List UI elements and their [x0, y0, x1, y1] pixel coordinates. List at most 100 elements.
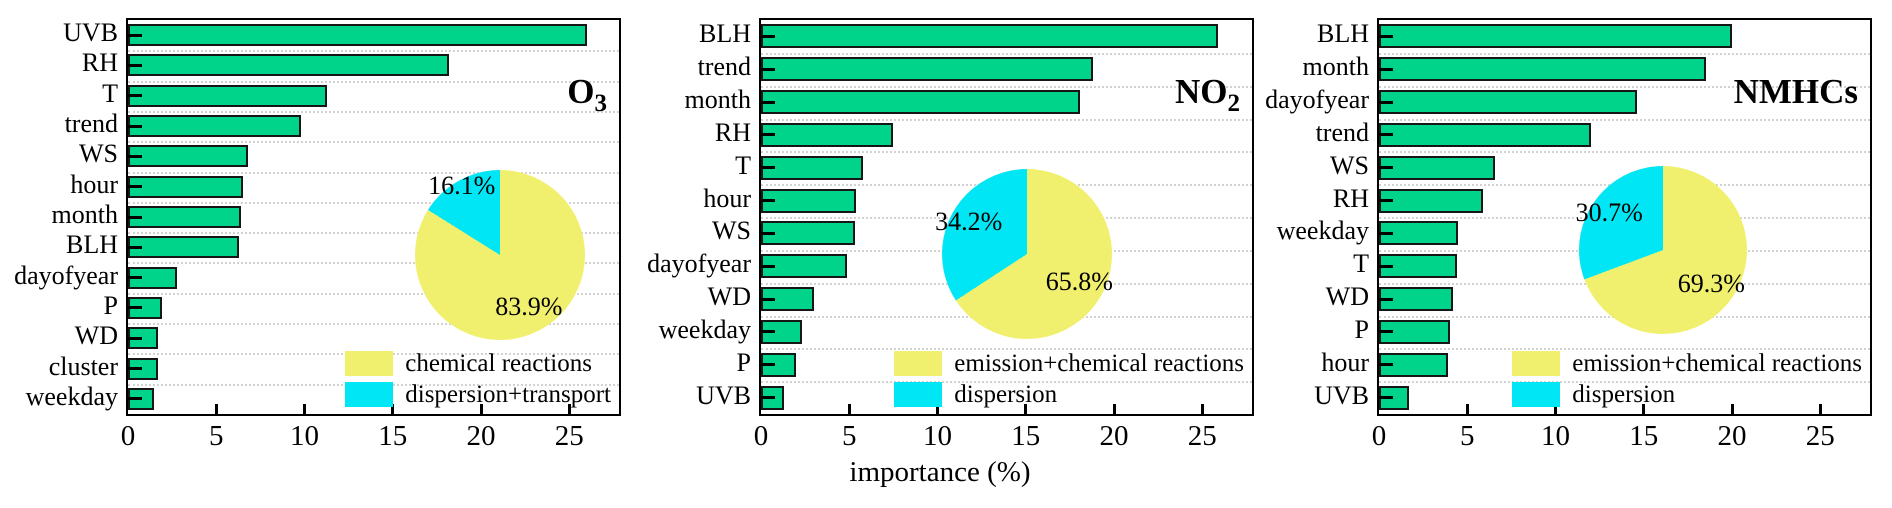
legend-row: dispersion	[894, 379, 1244, 410]
bar-RH	[128, 54, 450, 77]
y-tick	[1379, 297, 1393, 301]
y-tick	[761, 330, 775, 334]
y-tick	[128, 336, 142, 340]
gridline	[761, 52, 1252, 55]
pie-chart	[942, 169, 1112, 339]
x-tick-label: 25	[1187, 420, 1217, 452]
legend-row: dispersion	[1512, 379, 1862, 410]
bar-trend	[128, 115, 301, 138]
gridline	[1379, 52, 1870, 55]
y-tick-label: UVB	[696, 380, 751, 410]
bar-WS	[1379, 155, 1496, 180]
y-tick	[761, 67, 775, 71]
gridline	[128, 201, 619, 204]
gridline	[128, 323, 619, 326]
legend-swatch	[345, 351, 394, 376]
pie-percent-label: 16.1%	[428, 170, 496, 200]
legend-swatch	[1512, 351, 1561, 376]
y-tick-label: weekday	[1276, 216, 1369, 246]
x-tick-label: 10	[290, 420, 319, 452]
y-tick-label: WD	[1325, 282, 1369, 312]
y-tick	[128, 397, 142, 401]
y-tick	[1379, 199, 1393, 203]
y-tick-label: BLH	[66, 230, 118, 260]
gridline	[1379, 151, 1870, 154]
pie-percent-label: 69.3%	[1677, 268, 1745, 298]
y-tick	[1379, 363, 1393, 367]
legend-label: chemical reactions	[405, 350, 592, 377]
bar-month	[128, 206, 241, 228]
x-tick	[1200, 404, 1204, 414]
panel-title-main: O	[567, 72, 595, 111]
y-tick-label: WS	[1330, 150, 1369, 180]
y-tick	[128, 154, 142, 158]
x-tick	[1642, 404, 1646, 414]
y-tick	[761, 166, 775, 170]
y-tick	[128, 306, 142, 310]
bar-WD	[1379, 287, 1454, 312]
gridline	[128, 50, 619, 53]
y-tick	[761, 396, 775, 400]
y-tick	[1379, 67, 1393, 71]
bar-hour	[761, 188, 857, 213]
y-tick-label: cluster	[48, 351, 118, 381]
y-tick-label: T	[1353, 249, 1369, 279]
legend-label: dispersion	[954, 381, 1058, 408]
gridline	[128, 232, 619, 235]
y-tick	[128, 276, 142, 280]
x-tick	[1730, 404, 1734, 414]
x-tick-label: 20	[1717, 420, 1747, 452]
bar-RH	[1379, 188, 1484, 213]
y-tick-label: dayofyear	[14, 260, 118, 290]
y-tick	[1379, 34, 1393, 38]
x-tick	[1465, 404, 1469, 414]
y-tick-label: trend	[64, 109, 118, 139]
gridline	[761, 85, 1252, 88]
y-tick-label: RH	[1332, 183, 1369, 213]
gridline	[761, 118, 1252, 121]
x-tick-label: 0	[753, 420, 769, 452]
legend-swatch	[1512, 382, 1561, 407]
y-tick	[1379, 231, 1393, 235]
legend-label: emission+chemical reactions	[954, 350, 1244, 377]
plot-area: NO2 65.8% 34.2% emission+chemical reactions…	[759, 18, 1254, 416]
pie-chart	[415, 170, 585, 340]
gridline	[1379, 118, 1870, 121]
x-tick	[1818, 404, 1822, 414]
pie-percent-label: 30.7%	[1575, 197, 1643, 227]
y-tick-label: trend	[1315, 117, 1369, 147]
gridline	[761, 381, 1252, 384]
x-tick-label: 20	[466, 420, 496, 452]
y-tick	[1379, 100, 1393, 104]
bar-dayofyear	[1379, 90, 1637, 115]
y-tick-label: T	[102, 78, 118, 108]
gridline	[128, 80, 619, 83]
x-tick	[936, 404, 939, 414]
bar-month	[761, 90, 1081, 115]
y-tick-label: hour	[703, 183, 751, 213]
x-tick	[1554, 404, 1557, 414]
y-tick-label: RH	[714, 117, 751, 147]
y-tick	[761, 297, 775, 301]
legend-row: emission+chemical reactions	[894, 348, 1244, 379]
gridline	[761, 151, 1252, 154]
y-tick-label: P	[1354, 314, 1369, 344]
x-tick	[303, 404, 306, 414]
x-tick-label: 10	[1541, 420, 1570, 452]
x-tick	[567, 404, 571, 414]
y-tick-label: RH	[81, 48, 118, 78]
x-tick	[391, 404, 395, 414]
y-tick	[128, 63, 142, 67]
y-tick-label: hour	[70, 169, 118, 199]
legend-swatch	[894, 382, 943, 407]
y-tick	[128, 185, 142, 189]
bar-WS	[761, 221, 855, 246]
gridline	[128, 110, 619, 113]
gridline	[128, 141, 619, 144]
legend-swatch	[894, 351, 943, 376]
y-tick	[761, 133, 775, 137]
y-tick	[128, 215, 142, 219]
bar-T	[128, 84, 328, 107]
x-tick	[1024, 404, 1028, 414]
y-tick	[1379, 264, 1393, 268]
